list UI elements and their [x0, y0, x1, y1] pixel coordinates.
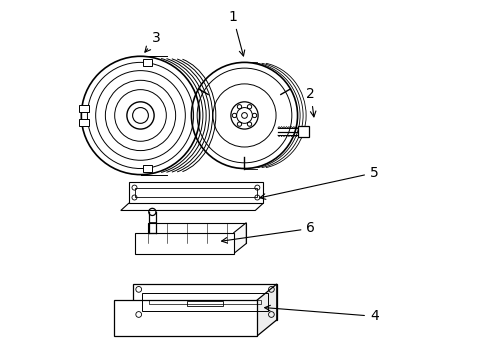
Polygon shape — [113, 300, 257, 336]
Text: 6: 6 — [221, 221, 315, 243]
Polygon shape — [128, 182, 263, 203]
Polygon shape — [257, 284, 276, 336]
Bar — [79, 105, 88, 112]
Polygon shape — [147, 223, 246, 243]
Polygon shape — [233, 223, 246, 253]
Bar — [142, 59, 152, 66]
Text: 1: 1 — [228, 10, 244, 56]
Text: 4: 4 — [264, 305, 378, 323]
FancyBboxPatch shape — [297, 126, 308, 137]
Polygon shape — [121, 203, 263, 211]
Polygon shape — [133, 284, 276, 320]
Polygon shape — [135, 233, 233, 253]
Bar — [79, 120, 88, 126]
Text: 2: 2 — [306, 87, 315, 117]
Bar — [142, 165, 152, 172]
Text: 5: 5 — [259, 166, 378, 199]
Text: 3: 3 — [144, 31, 161, 52]
